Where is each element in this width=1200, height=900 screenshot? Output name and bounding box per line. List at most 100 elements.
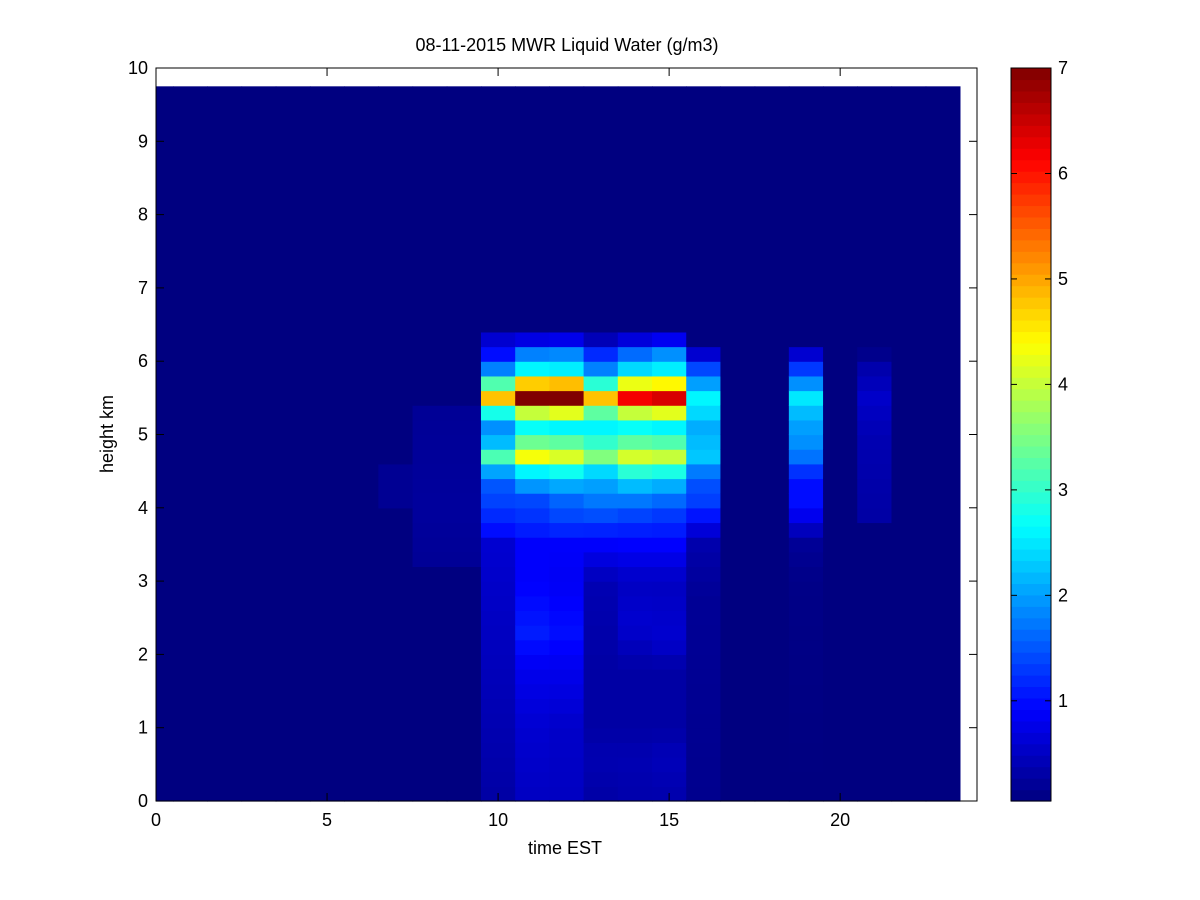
heatmap-cell — [788, 170, 824, 186]
heatmap-cell — [412, 214, 448, 230]
heatmap-cell — [617, 434, 653, 450]
heatmap-cell — [412, 478, 448, 494]
heatmap-cell — [480, 302, 516, 318]
heatmap-cell — [480, 654, 516, 670]
heatmap-cell — [480, 742, 516, 758]
heatmap-cell — [378, 449, 414, 465]
heatmap-cell — [788, 537, 824, 553]
heatmap-cell — [275, 361, 311, 377]
heatmap-cell — [480, 493, 516, 509]
heatmap-cell — [583, 757, 619, 773]
colorbar-segment — [1011, 652, 1051, 665]
heatmap-cell — [446, 610, 482, 626]
heatmap-cell — [788, 361, 824, 377]
heatmap-cell — [891, 141, 927, 157]
heatmap-cell — [686, 610, 722, 626]
heatmap-cell — [754, 229, 790, 245]
heatmap-cell — [617, 419, 653, 436]
colorbar-segment — [1011, 480, 1051, 493]
heatmap-cell — [480, 258, 516, 274]
heatmap-cell — [207, 185, 243, 201]
heatmap-cell — [686, 595, 722, 612]
heatmap-cell — [652, 683, 687, 699]
heatmap-cell — [446, 170, 482, 186]
heatmap-cell — [823, 507, 858, 524]
heatmap-cell — [156, 537, 174, 553]
heatmap-cell — [515, 625, 550, 641]
heatmap-cell — [788, 302, 824, 318]
heatmap-cell — [857, 757, 893, 773]
heatmap-cell — [515, 757, 550, 773]
heatmap-cell — [275, 595, 311, 612]
heatmap-cell — [378, 771, 414, 787]
heatmap-cell — [857, 111, 893, 128]
heatmap-cell — [891, 97, 927, 113]
heatmap-cell — [925, 346, 961, 362]
heatmap-cell — [241, 185, 277, 201]
heatmap-cell — [549, 155, 585, 172]
heatmap-cell — [857, 625, 893, 641]
heatmap-cell — [275, 537, 311, 553]
heatmap-cell — [412, 185, 448, 201]
heatmap-cell — [549, 86, 585, 98]
heatmap-cell — [207, 302, 243, 318]
heatmap-cell — [549, 126, 585, 142]
heatmap-cell — [480, 581, 516, 597]
heatmap-cell — [720, 111, 756, 128]
heatmap-cell — [241, 434, 277, 450]
heatmap-cell — [344, 346, 379, 362]
heatmap-cell — [617, 698, 653, 714]
heatmap-cell — [720, 243, 756, 260]
heatmap-cell — [754, 405, 790, 421]
heatmap-cell — [583, 243, 619, 260]
heatmap-cell — [583, 155, 619, 172]
heatmap-cell — [754, 434, 790, 450]
heatmap-cell — [891, 551, 927, 568]
heatmap-cell — [515, 229, 550, 245]
heatmap-cell — [857, 449, 893, 465]
heatmap-cell — [788, 581, 824, 597]
heatmap-cell — [754, 214, 790, 230]
heatmap-cell — [344, 97, 379, 113]
heatmap-cell — [891, 199, 927, 216]
heatmap-cell — [617, 507, 653, 524]
heatmap-cell — [617, 757, 653, 773]
heatmap-cell — [823, 742, 858, 758]
heatmap-cell — [754, 698, 790, 714]
heatmap-cell — [754, 786, 790, 802]
heatmap-cell — [173, 551, 208, 568]
heatmap-cell — [241, 551, 277, 568]
heatmap-cell — [309, 214, 345, 230]
heatmap-cell — [925, 683, 961, 699]
heatmap-cell — [549, 243, 585, 260]
heatmap-cell — [173, 317, 208, 333]
heatmap-cell — [378, 185, 414, 201]
colorbar-segment — [1011, 732, 1051, 745]
heatmap-cell — [241, 683, 277, 699]
colorbar-segment — [1011, 68, 1051, 81]
colorbar-segment — [1011, 262, 1051, 275]
heatmap-cell — [583, 713, 619, 729]
heatmap-cell — [173, 405, 208, 421]
colorbar-segment — [1011, 274, 1051, 287]
heatmap-cell — [156, 654, 174, 670]
heatmap-cell — [309, 155, 345, 172]
heatmap-cell — [480, 669, 516, 685]
heatmap-cell — [925, 434, 961, 450]
colorbar-segment — [1011, 400, 1051, 413]
heatmap-cell — [891, 346, 927, 362]
heatmap-cell — [275, 405, 311, 421]
heatmap-cell — [309, 625, 345, 641]
heatmap-cell — [857, 537, 893, 553]
heatmap-cell — [720, 478, 756, 494]
colorbar-segment — [1011, 629, 1051, 642]
heatmap-cell — [925, 214, 961, 230]
heatmap-cell — [412, 331, 448, 348]
heatmap-cell — [173, 346, 208, 362]
colorbar-segment — [1011, 148, 1051, 161]
heatmap-cell — [412, 302, 448, 318]
heatmap-cell — [173, 97, 208, 113]
heatmap-cell — [446, 507, 482, 524]
heatmap-cell — [549, 625, 585, 641]
y-tick-label: 3 — [138, 571, 148, 591]
